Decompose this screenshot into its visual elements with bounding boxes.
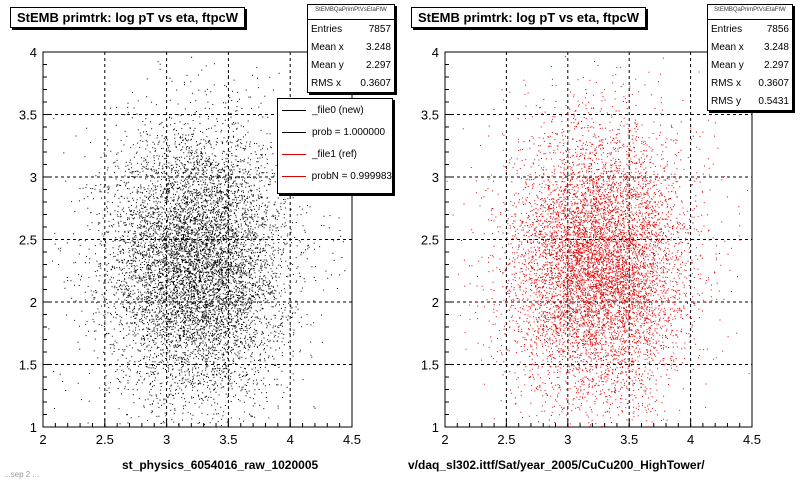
y-tick-label: 2: [30, 295, 37, 310]
stats-row: Mean y 2.297: [308, 56, 394, 74]
x-tick-label: 4: [687, 432, 694, 447]
stats-value: 3.248: [365, 41, 391, 53]
stats-value: 0.5431: [758, 95, 789, 107]
stats-label: RMS x: [311, 77, 341, 89]
stats-value: 7856: [766, 23, 789, 35]
stats-label: Entries: [311, 23, 343, 35]
legend-item-probn: probN = 0.999983: [278, 165, 392, 187]
legend-item-file1: _file1 (ref): [278, 143, 392, 165]
right-stats-box: StEMBQaPrimPtVsEtaFtW Entries 7856 Mean x…: [707, 4, 793, 111]
x-tick-label: 3: [163, 432, 170, 447]
legend-label: _file1 (ref): [312, 148, 358, 160]
legend-line-icon: [282, 131, 306, 133]
stats-label: RMS x: [711, 77, 741, 89]
stats-row: Mean x 3.248: [308, 38, 394, 56]
stats-label: Entries: [711, 23, 743, 35]
stats-row: RMS x 0.3607: [708, 74, 792, 92]
y-tick-label: 2.5: [19, 233, 37, 248]
x-tick-label: 4: [287, 432, 294, 447]
stats-label: Mean x: [311, 41, 344, 53]
stats-label: Mean y: [711, 59, 744, 71]
y-tick-label: 2: [432, 295, 439, 310]
stats-value: 0.3607: [360, 77, 391, 89]
stats-label: RMS y: [711, 95, 741, 107]
y-tick-label: 1.5: [19, 358, 37, 373]
stats-label: Mean y: [311, 59, 344, 71]
corner-note: ...sep 2 ...: [4, 470, 40, 479]
left-title-text: StEMB primtrk: log pT vs eta, ftpcW: [17, 10, 239, 25]
x-tick-label: 2: [441, 432, 448, 447]
legend-label: _file0 (new): [312, 104, 364, 116]
x-tick-label: 4.5: [343, 432, 361, 447]
left-chart-title: StEMB primtrk: log pT vs eta, ftpcW: [10, 7, 246, 28]
legend-line-icon: [282, 175, 306, 177]
y-tick-label: 3: [30, 170, 37, 185]
y-tick-label: 3.5: [19, 108, 37, 123]
stats-value: 2.297: [365, 59, 391, 71]
x-tick-label: 2.5: [96, 432, 114, 447]
y-tick-label: 3: [432, 170, 439, 185]
left-stats-header: StEMBQaPrimPtVsEtaFtW: [308, 5, 394, 20]
left-x-axis-label: st_physics_6054016_raw_1020005: [122, 458, 319, 472]
legend-item-prob: prob = 1.000000: [278, 121, 392, 143]
right-stats-header: StEMBQaPrimPtVsEtaFtW: [708, 5, 792, 20]
legend-line-icon: [282, 153, 306, 155]
x-tick-label: 3: [564, 432, 571, 447]
y-tick-label: 1: [432, 420, 439, 435]
y-tick-label: 4: [432, 45, 439, 60]
x-tick-label: 3.5: [219, 432, 237, 447]
right-title-text: StEMB primtrk: log pT vs eta, ftpcW: [418, 10, 640, 25]
scatter-series: [446, 56, 753, 428]
left-stats-box: StEMBQaPrimPtVsEtaFtW Entries 7857 Mean x…: [307, 4, 395, 93]
stats-row: Mean y 2.297: [708, 56, 792, 74]
stats-row: Entries 7857: [308, 20, 394, 38]
stats-row: Mean x 3.248: [708, 38, 792, 56]
right-chart-title: StEMB primtrk: log pT vs eta, ftpcW: [411, 7, 647, 28]
legend-line-icon: [282, 109, 306, 111]
stats-value: 3.248: [763, 41, 789, 53]
x-tick-label: 2.5: [497, 432, 515, 447]
x-tick-label: 4.5: [743, 432, 761, 447]
stats-row: RMS y 0.5431: [708, 92, 792, 110]
y-tick-label: 1: [30, 420, 37, 435]
stats-row: Entries 7856: [708, 20, 792, 38]
stats-row: RMS x 0.3607: [308, 74, 394, 92]
scatter-points: [446, 56, 753, 428]
y-tick-label: 2.5: [421, 233, 439, 248]
legend-label: probN = 0.999983: [311, 170, 392, 182]
x-tick-label: 2: [39, 432, 46, 447]
stats-value: 7857: [368, 23, 391, 35]
stats-value: 2.297: [763, 59, 789, 71]
stats-value: 0.3607: [758, 77, 789, 89]
legend-label: prob = 1.000000: [312, 126, 386, 138]
y-tick-label: 4: [30, 45, 37, 60]
y-tick-label: 1.5: [421, 358, 439, 373]
right-x-axis-label: v/daq_sl302.ittf/Sat/year_2005/CuCu200_H…: [408, 458, 705, 472]
legend-item-file0: _file0 (new): [278, 99, 392, 121]
left-legend-box: _file0 (new) prob = 1.000000 _file1 (ref…: [277, 98, 393, 194]
x-tick-label: 3.5: [620, 432, 638, 447]
y-tick-label: 3.5: [421, 108, 439, 123]
stats-label: Mean x: [711, 41, 744, 53]
